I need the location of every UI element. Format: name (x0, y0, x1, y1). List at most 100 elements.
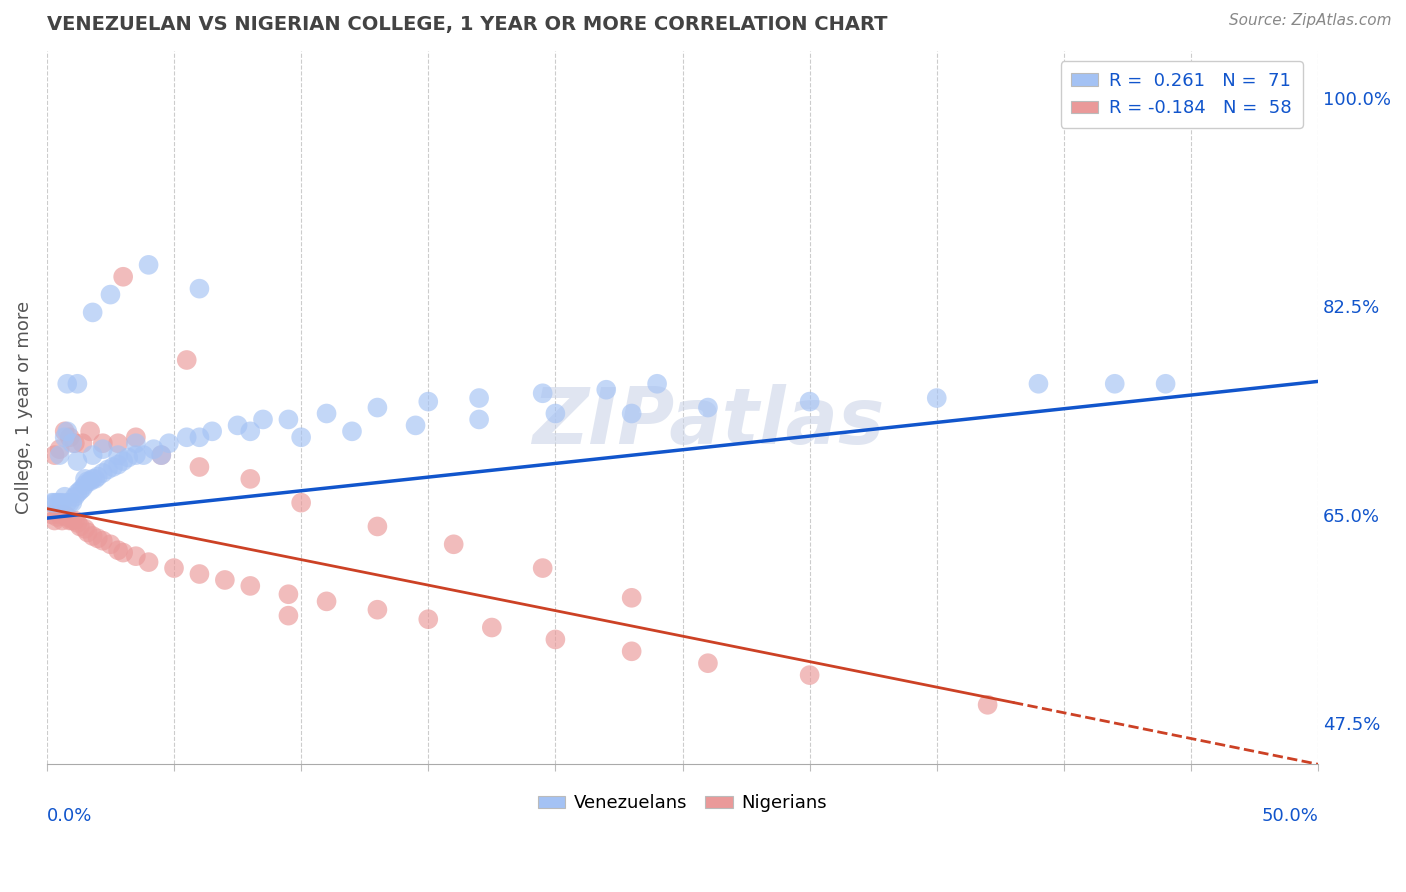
Point (976, 698, 998, 712)
Point (56, 376, 79, 391)
Point (277, 608, 299, 623)
Point (142, 442, 165, 457)
Point (60, 436, 83, 450)
Text: 0.0%: 0.0% (46, 807, 93, 825)
Point (107, 458, 129, 472)
Point (132, 448, 155, 462)
Point (100, 537, 122, 551)
Point (56, 510, 79, 524)
Point (620, 407, 643, 421)
Point (73, 478, 96, 492)
Point (188, 460, 211, 475)
Text: VENEZUELAN VS NIGERIAN COLLEGE, 1 YEAR OR MORE CORRELATION CHART: VENEZUELAN VS NIGERIAN COLLEGE, 1 YEAR O… (46, 15, 887, 34)
Point (531, 561, 554, 575)
Point (1028, 376, 1050, 391)
Legend: Venezuelans, Nigerians: Venezuelans, Nigerians (530, 787, 834, 820)
Point (112, 454, 135, 468)
Point (125, 430, 148, 444)
Point (112, 546, 135, 560)
Point (315, 594, 337, 608)
Point (73, 472, 96, 486)
Point (63, 514, 86, 528)
Point (188, 430, 211, 444)
Point (697, 401, 720, 415)
Point (620, 591, 643, 605)
Point (188, 567, 211, 582)
Point (290, 430, 312, 444)
Point (277, 587, 299, 601)
Point (82, 472, 104, 486)
Point (48, 508, 70, 522)
Point (150, 448, 173, 462)
Point (315, 407, 337, 421)
Point (97, 462, 120, 476)
Point (79, 475, 101, 489)
Point (82, 448, 104, 462)
Point (544, 632, 567, 647)
Point (214, 573, 236, 587)
Point (46, 496, 69, 510)
Point (44, 496, 66, 510)
Point (117, 450, 139, 465)
Point (87, 469, 110, 483)
Point (340, 425, 363, 439)
Point (91, 466, 114, 480)
Point (63, 436, 86, 450)
Point (66, 376, 89, 391)
Point (1104, 376, 1126, 391)
Point (366, 519, 388, 533)
Point (697, 656, 720, 670)
Point (125, 549, 148, 564)
Point (138, 258, 160, 272)
Point (107, 543, 129, 558)
Point (69, 519, 91, 533)
Point (799, 668, 821, 682)
Point (53, 490, 76, 504)
Point (799, 394, 821, 409)
Point (87, 532, 110, 546)
Point (481, 621, 503, 635)
Point (620, 644, 643, 658)
Point (69, 483, 91, 498)
Point (51, 496, 73, 510)
Point (645, 376, 668, 391)
Point (418, 394, 440, 409)
Point (188, 282, 211, 296)
Point (72, 436, 94, 450)
Point (595, 383, 617, 397)
Point (46, 510, 69, 524)
Point (66, 486, 89, 500)
Point (41, 508, 63, 522)
Point (125, 448, 148, 462)
Point (48, 442, 70, 457)
Point (366, 401, 388, 415)
Point (101, 460, 124, 475)
Point (544, 407, 567, 421)
Point (239, 425, 262, 439)
Point (163, 561, 186, 575)
Point (59, 430, 82, 444)
Text: 50.0%: 50.0% (1261, 807, 1319, 825)
Point (66, 454, 89, 468)
Point (468, 391, 491, 405)
Point (107, 436, 129, 450)
Point (290, 496, 312, 510)
Text: Source: ZipAtlas.com: Source: ZipAtlas.com (1229, 13, 1392, 29)
Point (138, 555, 160, 569)
Point (157, 436, 180, 450)
Point (91, 442, 114, 457)
Point (48, 496, 70, 510)
Point (44, 514, 66, 528)
Point (252, 412, 274, 426)
Point (51, 514, 73, 528)
Point (531, 386, 554, 401)
Point (76, 525, 98, 540)
Point (48, 448, 70, 462)
Point (366, 603, 388, 617)
Point (405, 418, 427, 433)
Point (56, 496, 79, 510)
Point (201, 425, 224, 439)
Point (72, 482, 94, 496)
Point (53, 430, 76, 444)
Point (925, 391, 948, 405)
